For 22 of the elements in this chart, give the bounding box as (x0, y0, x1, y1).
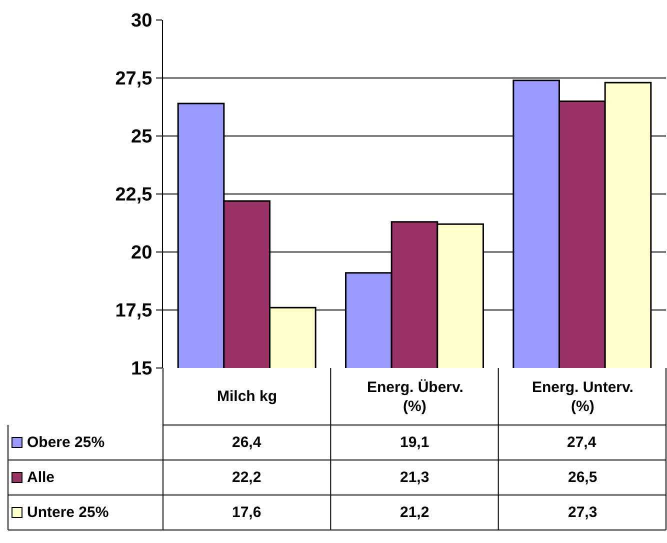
y-tick-label: 25 (131, 126, 153, 148)
y-tick-label: 17,5 (115, 300, 153, 322)
y-tick-label: 15 (131, 358, 153, 380)
legend-label: Obere 25% (27, 434, 105, 451)
y-tick-label: 27,5 (115, 68, 153, 90)
y-tick-label: 30 (131, 10, 152, 32)
y-tick-label: 22,5 (115, 184, 153, 206)
x-tick-label: Milch kg (217, 388, 278, 405)
x-tick-label: Energ. Unterv. (%) (532, 379, 634, 415)
data-label: 27,3 (568, 504, 598, 521)
data-label: 17,6 (232, 504, 262, 521)
data-label: 21,3 (400, 469, 430, 486)
data-label: 21,2 (400, 504, 430, 521)
x-tick-label: Energ. Überv. (%) (367, 379, 464, 415)
data-label: 26,4 (232, 434, 262, 451)
data-label: 27,4 (567, 434, 597, 451)
data-label: 22,2 (232, 469, 262, 486)
legend-label: Alle (27, 469, 55, 486)
legend-label: Untere 25% (27, 504, 109, 521)
data-label: 19,1 (400, 434, 430, 451)
data-label: 26,5 (568, 469, 598, 486)
y-tick-label: 20 (131, 242, 152, 264)
